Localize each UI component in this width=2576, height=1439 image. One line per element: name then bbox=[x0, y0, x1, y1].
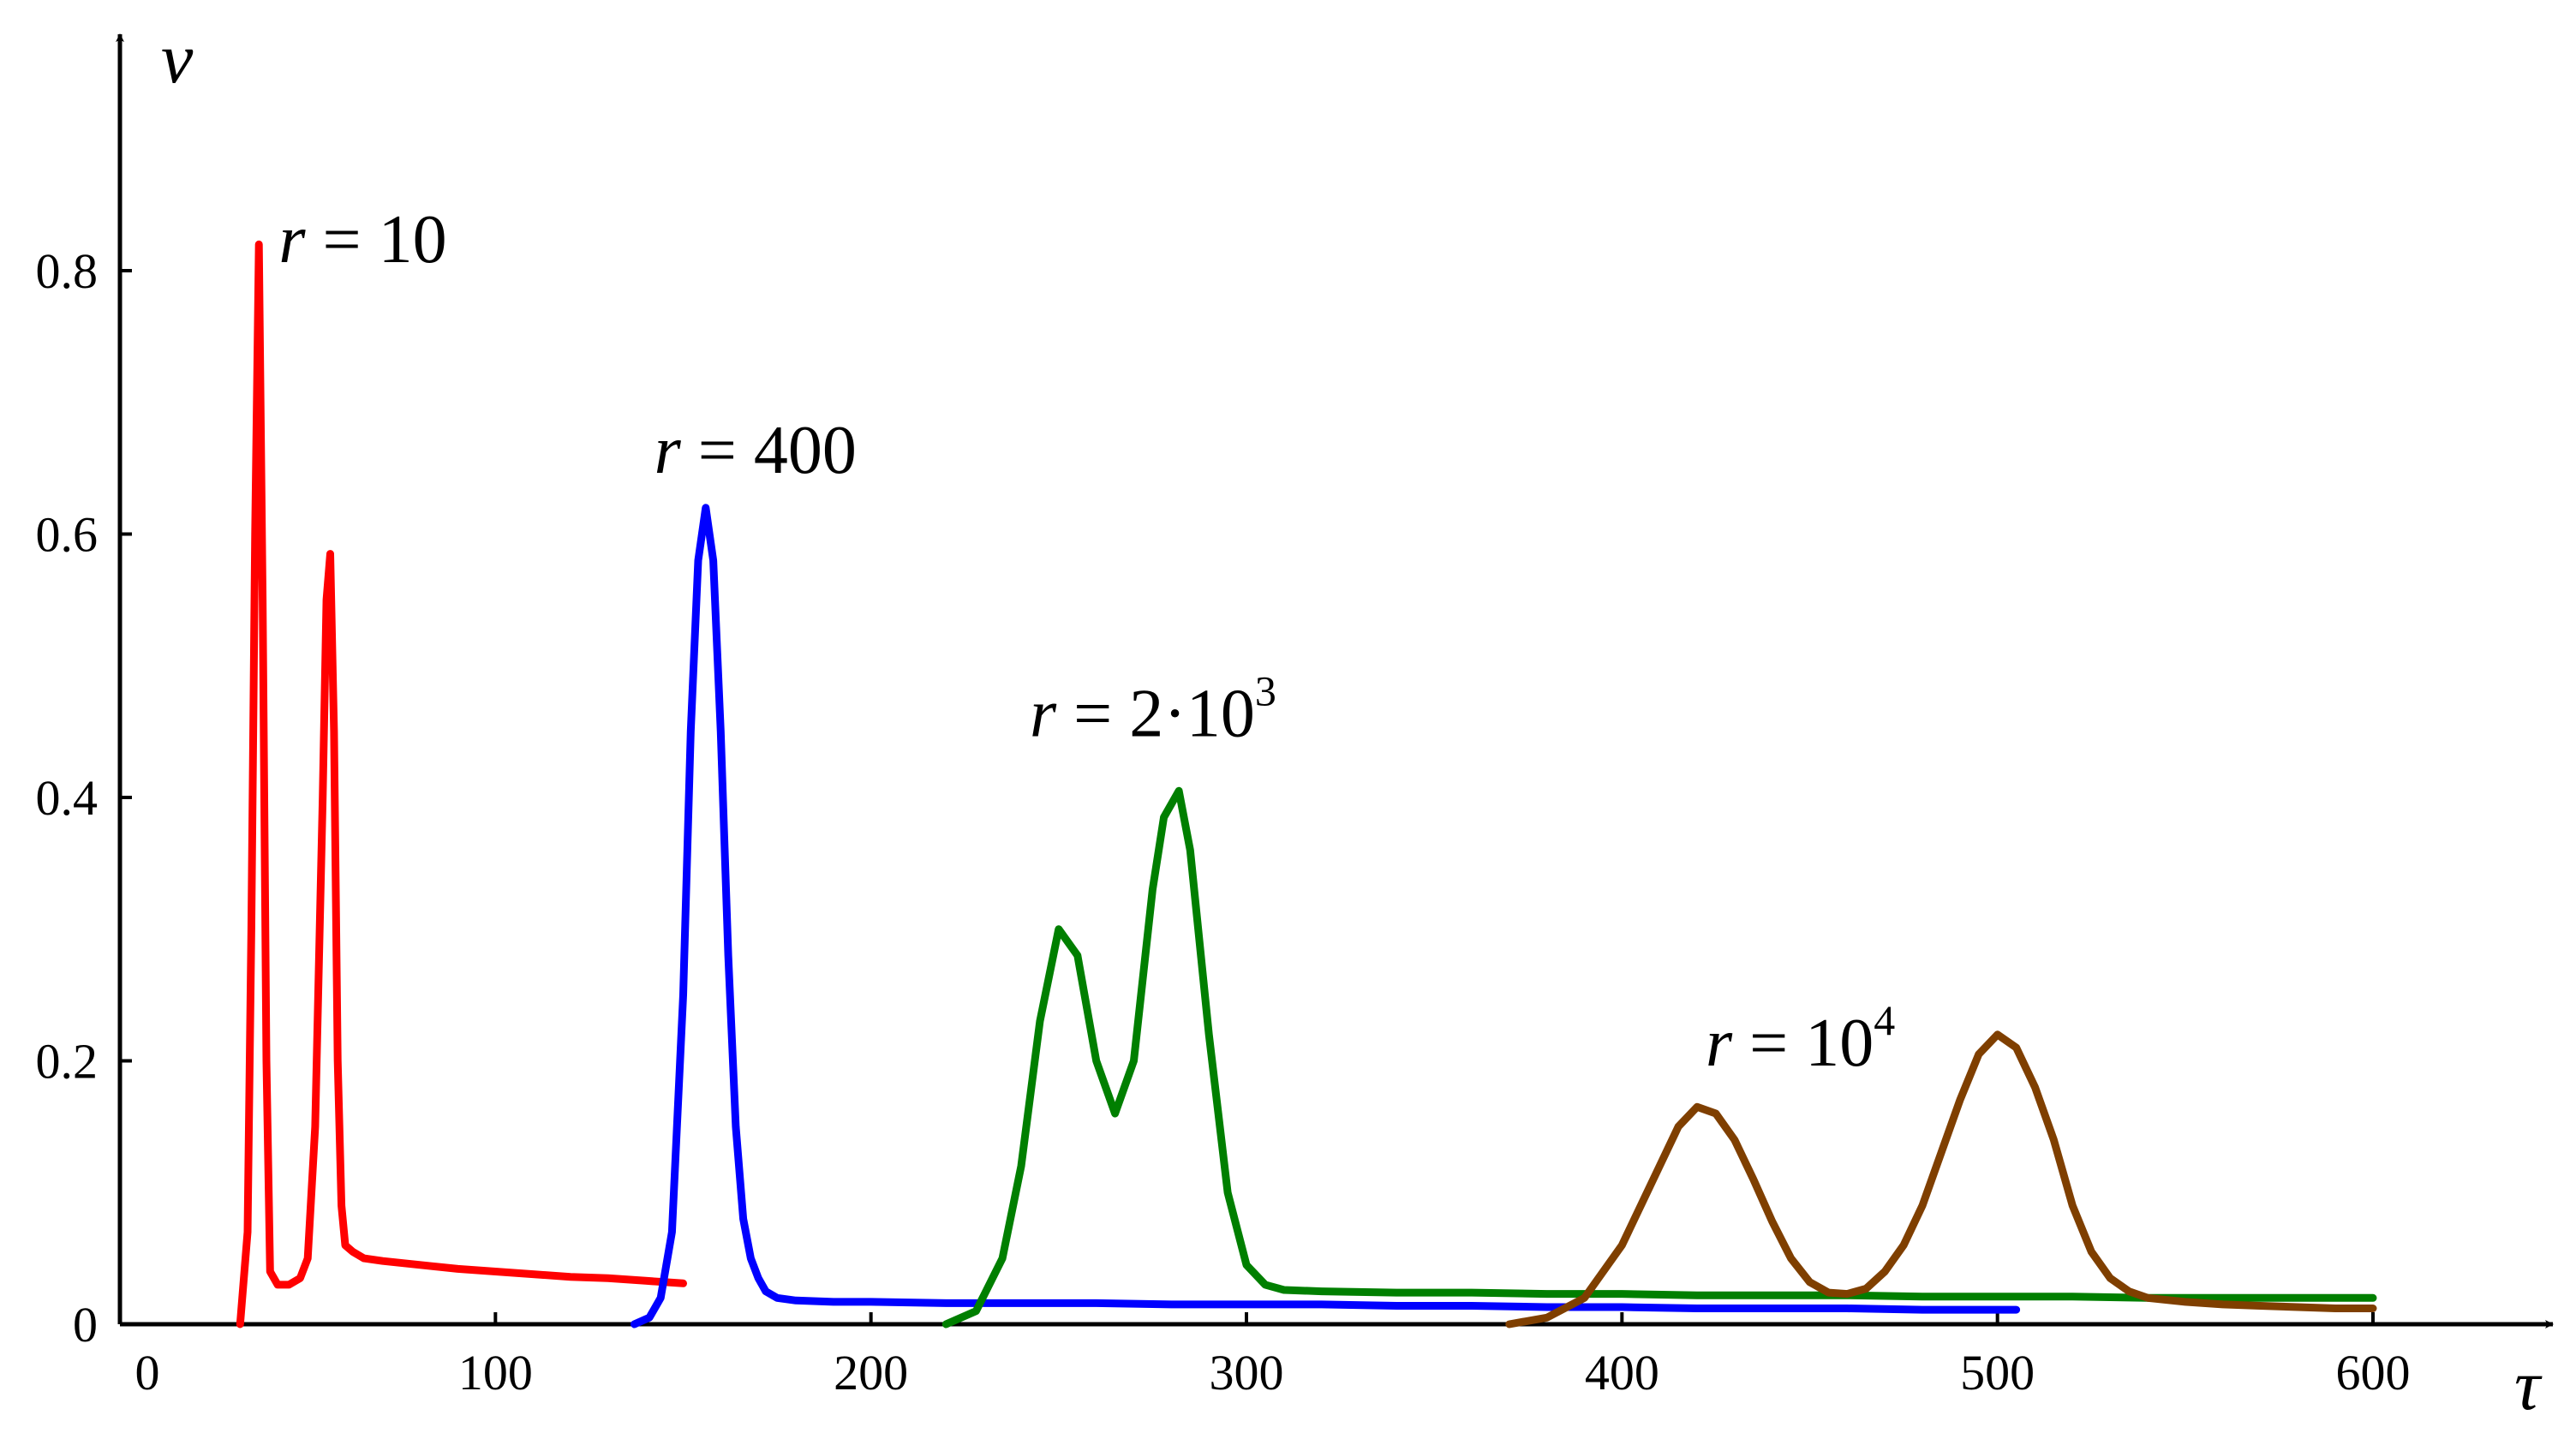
series-annotation-4: r = 104 bbox=[1706, 996, 1895, 1081]
series-line-3 bbox=[941, 786, 2377, 1329]
y-axis-label: v bbox=[161, 19, 194, 99]
y-tick-label: 0 bbox=[73, 1297, 98, 1352]
x-tick-label: 300 bbox=[1210, 1345, 1284, 1400]
series-group bbox=[236, 240, 2377, 1329]
y-tick-label: 0.4 bbox=[36, 770, 99, 826]
series-annotation-1: r = 10 bbox=[278, 202, 446, 278]
x-tick-label: 0 bbox=[135, 1345, 160, 1400]
series-annotation-2: r = 400 bbox=[654, 413, 857, 488]
x-ticks: 0 100 200 300 400 500 600 bbox=[135, 1312, 2411, 1400]
y-tick-label: 0.6 bbox=[36, 507, 99, 563]
y-tick-label: 0.2 bbox=[36, 1034, 99, 1090]
x-tick-label: 500 bbox=[1960, 1345, 2035, 1400]
series-line-4 bbox=[1505, 1030, 2377, 1329]
x-tick-label: 100 bbox=[458, 1345, 533, 1400]
x-tick-label: 400 bbox=[1585, 1345, 1659, 1400]
y-tick-label: 0.8 bbox=[36, 243, 99, 299]
series-line-1 bbox=[236, 240, 687, 1329]
annotation-group: r = 10 r = 400 r = 2·103 r = 104 bbox=[278, 202, 1895, 1081]
series-annotation-3: r = 2·103 bbox=[1030, 667, 1276, 752]
y-ticks: 0 0.2 0.4 0.6 0.8 bbox=[36, 243, 132, 1352]
series-line-2 bbox=[631, 504, 2021, 1329]
x-tick-label: 600 bbox=[2336, 1345, 2411, 1400]
x-axis-label: τ bbox=[2514, 1346, 2543, 1425]
x-tick-label: 200 bbox=[834, 1345, 908, 1400]
